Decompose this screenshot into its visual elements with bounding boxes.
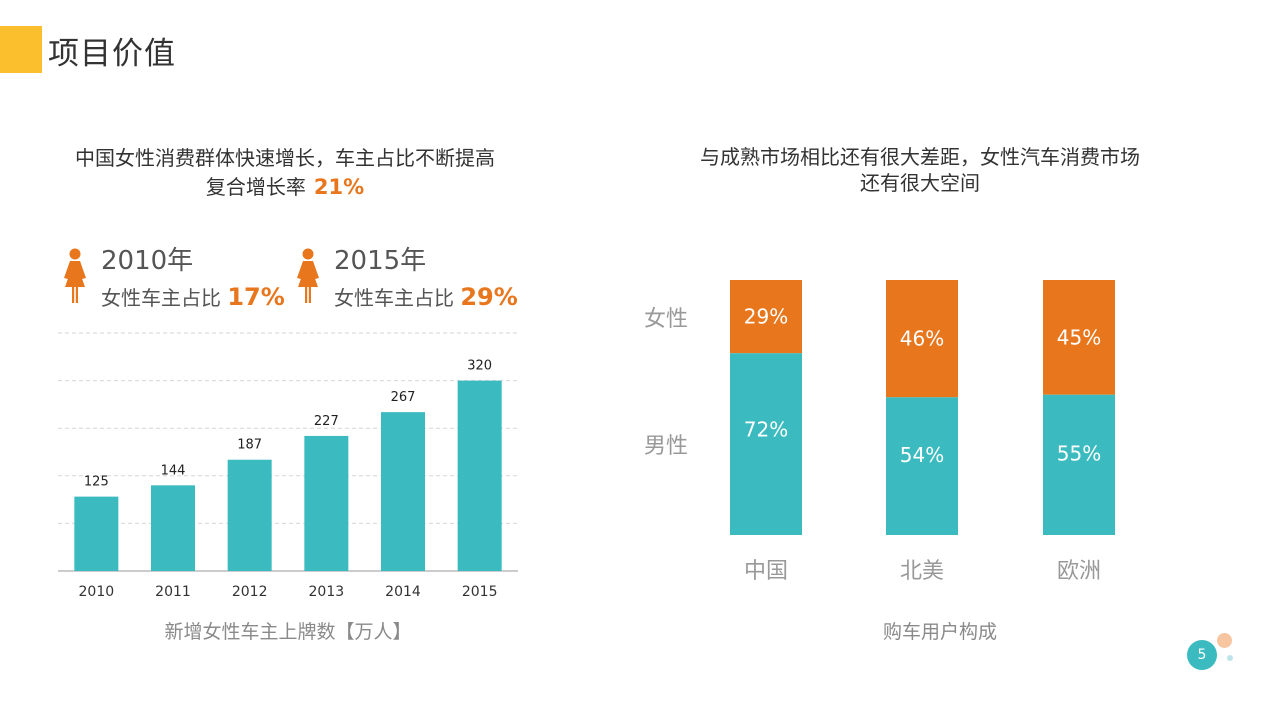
right-headline: 与成熟市场相比还有很大差距，女性汽车消费市场 还有很大空间 — [640, 144, 1200, 196]
left-headline: 中国女性消费群体快速增长，车主占比不断提高 复合增长率 21% — [20, 144, 550, 202]
male-pct-label: 54% — [900, 443, 944, 467]
female-pct-label: 46% — [900, 327, 944, 351]
stat-year: 2015年 — [334, 246, 427, 276]
decor-dot-peach — [1217, 633, 1232, 648]
stacked-chart-caption: 购车用户构成 — [882, 621, 997, 643]
decor-dot-blue — [1227, 655, 1233, 661]
bar — [457, 380, 502, 571]
female-segment — [730, 280, 802, 354]
bar-value-label: 267 — [391, 390, 416, 405]
title-accent-block — [0, 26, 42, 73]
right-headline-line1: 与成熟市场相比还有很大差距，女性汽车消费市场 — [700, 145, 1140, 169]
male-pct-label: 55% — [1057, 442, 1101, 466]
page-title: 项目价值 — [48, 36, 176, 72]
female-person-icon — [297, 248, 319, 303]
stat-description: 女性车主占比 17% — [101, 282, 285, 311]
growth-rate-value: 21% — [313, 175, 365, 199]
new-female-owners-bar-chart: 125 2010 144 2011 187 2012 227 2013 267 2014 320 20… — [58, 332, 518, 600]
bar-value-label: 187 — [237, 438, 262, 453]
left-headline-line2: 复合增长率 21% — [20, 173, 550, 202]
stat-label: 女性车主占比 — [334, 286, 454, 310]
bar — [304, 435, 349, 571]
category-label: 北美 — [900, 559, 944, 584]
female-segment — [886, 280, 958, 398]
stat-value: 29% — [460, 283, 518, 311]
bar — [74, 496, 119, 571]
bar — [227, 459, 272, 571]
bar-value-label: 227 — [314, 414, 339, 429]
legend-female: 女性 — [644, 307, 689, 332]
female-segment — [1043, 280, 1115, 395]
x-tick-label: 2014 — [385, 584, 421, 600]
legend-male: 男性 — [644, 434, 689, 459]
x-tick-label: 2015 — [462, 584, 498, 600]
x-tick-label: 2012 — [232, 584, 268, 600]
male-segment — [730, 353, 802, 535]
x-tick-label: 2011 — [155, 584, 191, 600]
bar — [151, 485, 195, 571]
stat-year: 2010年 — [101, 246, 194, 276]
male-segment — [886, 397, 958, 535]
x-tick-label: 2010 — [79, 584, 115, 600]
growth-rate-label: 复合增长率 — [205, 175, 306, 199]
bar-value-label: 125 — [84, 475, 109, 490]
category-label: 中国 — [744, 559, 788, 584]
right-headline-line2: 还有很大空间 — [860, 171, 980, 195]
bar-value-label: 144 — [161, 463, 186, 478]
stat-description: 女性车主占比 29% — [334, 282, 518, 311]
bar — [381, 412, 425, 571]
female-person-icon — [64, 248, 86, 303]
left-headline-line1: 中国女性消费群体快速增长，车主占比不断提高 — [75, 146, 495, 170]
x-tick-label: 2013 — [309, 584, 345, 600]
female-pct-label: 45% — [1057, 325, 1101, 349]
bar-value-label: 320 — [467, 359, 492, 374]
male-pct-label: 72% — [744, 418, 788, 442]
stat-value: 17% — [227, 283, 285, 311]
bar-chart-caption: 新增女性车主上牌数【万人】 — [164, 621, 412, 643]
male-segment — [1043, 394, 1115, 535]
category-label: 欧洲 — [1057, 559, 1101, 584]
female-pct-label: 29% — [744, 305, 788, 329]
buyer-composition-stacked-chart: 29% 72% 中国 46% 54% 北美 45% 55% 欧洲 — [730, 280, 1115, 584]
stat-label: 女性车主占比 — [101, 286, 221, 310]
page-number-badge: 5 — [1187, 640, 1217, 670]
